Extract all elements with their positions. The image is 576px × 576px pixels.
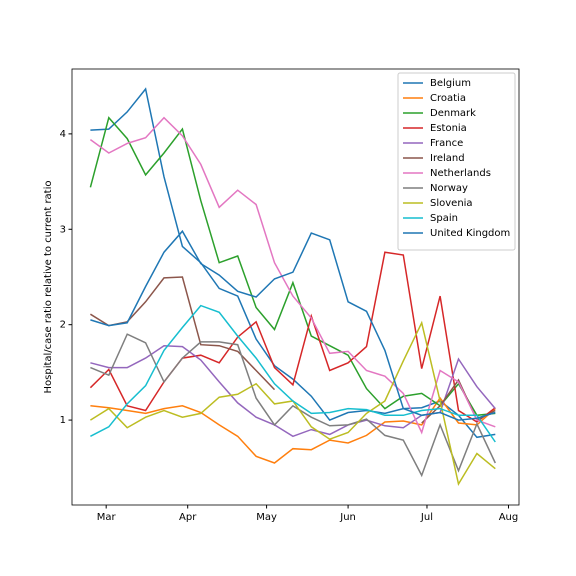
plot-frame xyxy=(71,68,520,506)
legend-label: Slovenia xyxy=(430,198,473,209)
series-line xyxy=(89,116,496,435)
legend-label: United Kingdom xyxy=(430,228,510,239)
x-tick-label: Jul xyxy=(420,512,433,523)
legend-label: Denmark xyxy=(430,108,476,119)
legend-label: Estonia xyxy=(430,123,467,134)
y-tick-label: 2 xyxy=(60,320,66,331)
legend-label: Netherlands xyxy=(430,168,491,179)
legend-label: Ireland xyxy=(430,153,465,164)
legend-label: France xyxy=(430,138,463,149)
y-tick-label: 3 xyxy=(60,224,66,235)
x-tick-label: Apr xyxy=(179,512,197,523)
series-line xyxy=(89,251,496,423)
x-tick-label: May xyxy=(256,512,277,523)
legend-box xyxy=(397,72,516,251)
y-tick-label: 1 xyxy=(60,415,66,426)
y-axis-label: Hospital/case ratio relative to current … xyxy=(43,181,54,394)
legend-label: Croatia xyxy=(430,93,466,104)
series-line xyxy=(90,229,496,421)
legend: Belgium Croatia Denmark Estonia France Irelan… xyxy=(397,72,516,251)
series-line xyxy=(90,87,496,439)
legend-label: Belgium xyxy=(430,78,471,89)
series-line xyxy=(90,333,496,478)
series-line xyxy=(90,304,496,443)
x-tick-label: Aug xyxy=(499,512,519,523)
x-tick-label: Jun xyxy=(339,512,356,523)
y-tick-label: 4 xyxy=(60,129,66,140)
legend-label: Spain xyxy=(430,213,458,224)
legend-label: Norway xyxy=(430,183,468,194)
x-tick-label: Mar xyxy=(97,512,117,523)
series-line xyxy=(89,116,496,417)
series-line xyxy=(90,396,496,464)
